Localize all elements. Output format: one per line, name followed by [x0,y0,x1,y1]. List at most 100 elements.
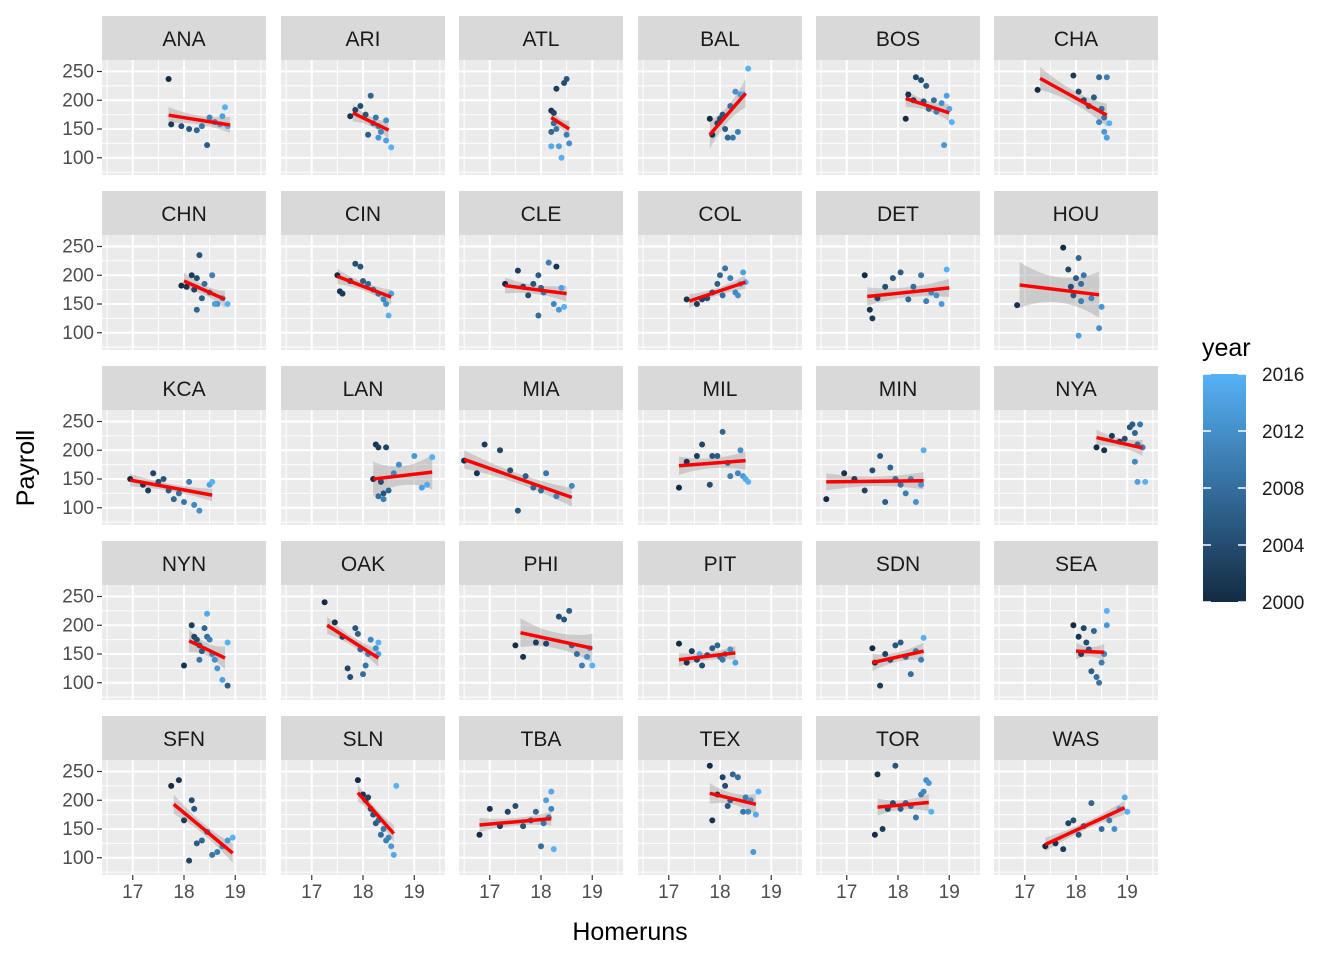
trend-line [877,800,929,809]
data-point [923,82,930,89]
data-point [561,303,568,310]
data-point [745,65,752,72]
data-point [198,123,205,130]
facet-strip-label: CIN [345,203,381,226]
trend-line [688,280,747,303]
data-point [383,117,390,124]
data-point [229,834,236,841]
data-point [538,843,544,850]
data-point [750,849,757,855]
data-point [548,788,555,795]
facet-strip [994,191,1158,235]
y-tick-label: 250 [62,62,94,83]
facet-strip-label: CHA [1054,28,1098,51]
facet-panel-min: MIN [816,366,980,525]
facet-panel-sdn: SDN [816,541,980,700]
data-point [1088,295,1095,302]
data-point [943,266,950,273]
legend-title: year [1202,334,1251,362]
facet-strip [281,541,445,585]
data-point [198,295,205,302]
trend-line [168,113,231,127]
x-tick-label: 18 [352,882,373,903]
data-point [1060,846,1067,853]
data-point [1098,659,1105,666]
data-point [920,447,927,454]
facet-strip [102,191,266,235]
data-point [584,653,591,660]
data-point [383,137,390,144]
legend-tick-label: 2000 [1262,593,1304,614]
data-point [879,826,886,832]
data-point [1075,831,1082,838]
data-point [1070,817,1077,824]
data-point [198,648,205,655]
trend-line [172,802,234,855]
data-point [1088,668,1095,675]
data-point [861,272,868,279]
data-point [869,645,876,652]
facet-strip [459,366,623,410]
data-point [566,607,573,614]
data-point [1096,679,1103,686]
data-point [555,306,562,313]
data-point [543,797,550,804]
trend-line [183,279,226,301]
data-point [740,808,747,815]
data-point [375,639,382,646]
data-point [1103,622,1110,629]
facet-panel-nyn: NYN 100 150 200 250 [62,541,266,700]
data-point [178,282,185,289]
data-point [729,134,736,141]
x-tick-label: 18 [530,882,551,903]
data-point [165,76,172,82]
data-point [1088,800,1095,807]
data-point [861,487,868,494]
data-point [841,470,848,477]
data-point [209,272,216,279]
data-point [193,275,200,282]
data-point [706,481,713,488]
facet-panel-nya: NYA [994,366,1158,525]
data-point [1090,628,1097,634]
facet-strip-label: LAN [343,378,384,401]
data-point [719,428,726,435]
data-point [473,470,480,477]
data-point [882,283,889,290]
data-point [734,292,741,299]
facet-panel-sea: SEA [994,541,1158,700]
facet-strip [638,16,802,60]
facet-strip [281,366,445,410]
trend-line [867,286,950,299]
data-point [683,458,690,465]
facet-panel-mia: MIA [459,366,623,525]
trend-line [129,478,213,497]
data-point [214,849,221,855]
data-point [339,290,346,297]
trend-line [1044,806,1126,847]
data-point [224,301,231,307]
data-point [206,636,213,643]
trend-line [678,651,736,662]
y-tick-label: 150 [62,644,94,665]
data-point [222,104,228,111]
data-point [1073,275,1079,282]
data-point [740,269,747,276]
data-point [196,252,203,259]
data-point [429,454,436,461]
data-point [709,817,716,824]
facet-panels: ANA 100 150 200 250 ARI ATL BAL BOS CHA CHN 100 150 2… [62,16,1158,903]
data-point [722,265,729,272]
facet-panel-cha: CHA [994,16,1158,175]
data-point [550,109,557,116]
x-tick-label: 19 [404,882,425,903]
data-point [160,476,167,482]
facet-panel-col: COL [638,191,802,350]
data-point [737,447,744,454]
facet-strip-label: CLE [521,203,562,226]
y-tick-label: 150 [62,119,94,140]
data-point [889,275,896,282]
y-tick-label: 250 [62,762,94,783]
facet-strip-label: BAL [700,28,740,51]
facet-strip [102,366,266,410]
